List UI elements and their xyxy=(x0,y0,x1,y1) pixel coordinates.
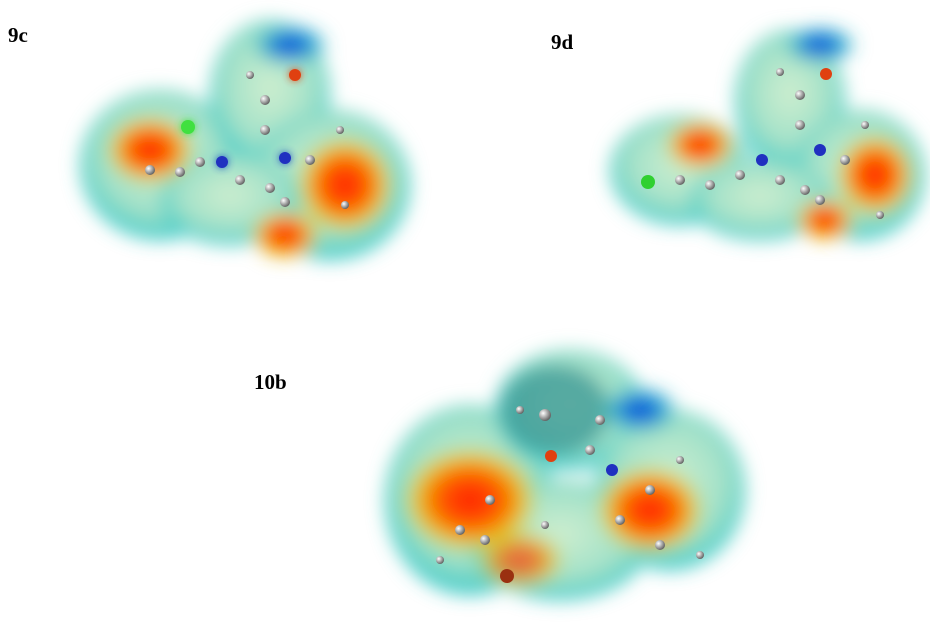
mep-map-9d xyxy=(610,25,925,242)
mep-map-10b xyxy=(385,350,745,600)
panel-label: 9d xyxy=(551,30,574,54)
panel-label: 9c xyxy=(8,23,28,47)
page: 9c 9d 10b (() => { const data = JSON.par… xyxy=(0,0,930,627)
figure: 9c 9d 10b xyxy=(0,0,930,627)
panel-label: 10b xyxy=(254,370,287,394)
mep-map-9c xyxy=(80,20,410,260)
